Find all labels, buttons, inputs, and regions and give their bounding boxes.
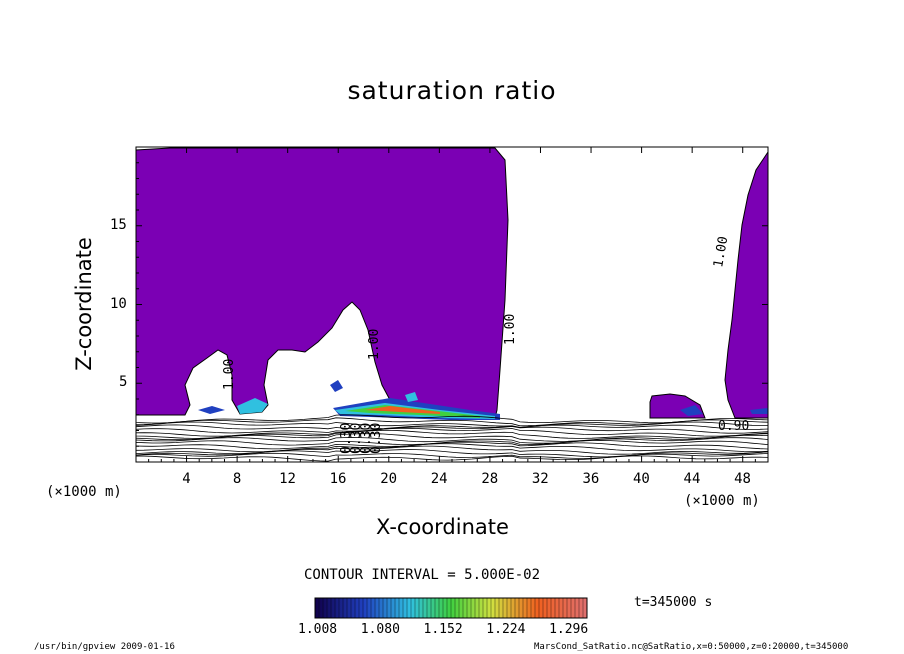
x-units-label-right: (×1000 m) [684, 493, 760, 509]
time-label: t=345000 s [634, 595, 713, 610]
colorbar-tick-label: 1.296 [549, 622, 589, 637]
y-axis-label: Z-coordinate [72, 237, 96, 371]
x-units-label-left: (×1000 m) [46, 484, 122, 500]
surface-contour [136, 426, 768, 434]
saturation-region-right [724, 151, 768, 419]
colorbar-divisions [318, 598, 584, 618]
colorbar-tick-label: 1.152 [423, 622, 463, 637]
contour-interval-label: CONTOUR INTERVAL = 5.000E-02 [304, 567, 541, 583]
x-tick-label: 40 [633, 471, 650, 487]
high-saturation-band [198, 380, 768, 420]
x-tick-label: 24 [430, 471, 448, 487]
colorbar-tick-label: 1.080 [360, 622, 400, 637]
surface-contour [136, 452, 768, 459]
x-tick-label: 20 [380, 471, 398, 487]
contour-label: 0.30 [349, 423, 364, 454]
x-axis-label: X-coordinate [376, 515, 509, 539]
x-ticks [148, 147, 756, 462]
y-tick-label: 10 [110, 295, 127, 312]
surface-contour [136, 433, 768, 442]
surface-contour-lines [136, 414, 768, 462]
x-tick-label: 28 [481, 471, 499, 487]
y-ticks [136, 162, 768, 447]
surface-contour [136, 430, 768, 439]
footer-left: /usr/bin/gpview 2009-01-16 [34, 642, 175, 652]
surface-contour [136, 414, 768, 424]
x-tick-label: 8 [232, 471, 242, 487]
x-tick-label: 44 [683, 471, 701, 487]
contour-label: 1.00 [222, 359, 237, 390]
contour-label: 1.00 [711, 235, 731, 268]
contour-label: 0.30 [359, 423, 374, 454]
surface-contour [136, 445, 768, 455]
colorbar-tick-label: 1.224 [486, 622, 526, 637]
surface-contour [136, 417, 768, 427]
footer-right: MarsCond_SatRatio.nc@SatRatio,x=0:50000,… [534, 642, 849, 652]
saturation-region-main [136, 147, 509, 419]
contour-label: 0.30 [339, 423, 354, 454]
surface-contour [136, 455, 768, 462]
contour-label: 1.00 [503, 314, 518, 345]
y-tick-label: 15 [110, 216, 127, 233]
contour-label: 1.00 [367, 329, 382, 360]
chart-title: saturation ratio [347, 76, 557, 105]
colorbar-tick-label: 1.008 [298, 622, 338, 637]
surface-contour [136, 421, 768, 428]
contour-label-group: 1.00 1.00 1.00 1.00 0.30 0.30 0.30 0.30 … [222, 235, 749, 454]
surface-contour [136, 441, 768, 450]
contour-label: 0.30 [369, 423, 384, 454]
surface-contour [136, 427, 768, 437]
x-tick-label: 36 [582, 471, 600, 487]
plot-area [136, 147, 768, 462]
surface-contour [136, 424, 768, 430]
y-tick-label: 5 [119, 374, 128, 391]
x-tick-label: 12 [279, 471, 296, 487]
x-tick-label: 32 [531, 471, 549, 487]
x-tick-label: 48 [734, 471, 751, 487]
x-tick-label: 16 [329, 471, 347, 487]
x-tick-label: 4 [182, 471, 191, 487]
surface-contour [136, 449, 768, 458]
surface-contour [136, 437, 768, 444]
contour-label: 0.90 [718, 419, 749, 434]
surface-contour [136, 443, 768, 453]
